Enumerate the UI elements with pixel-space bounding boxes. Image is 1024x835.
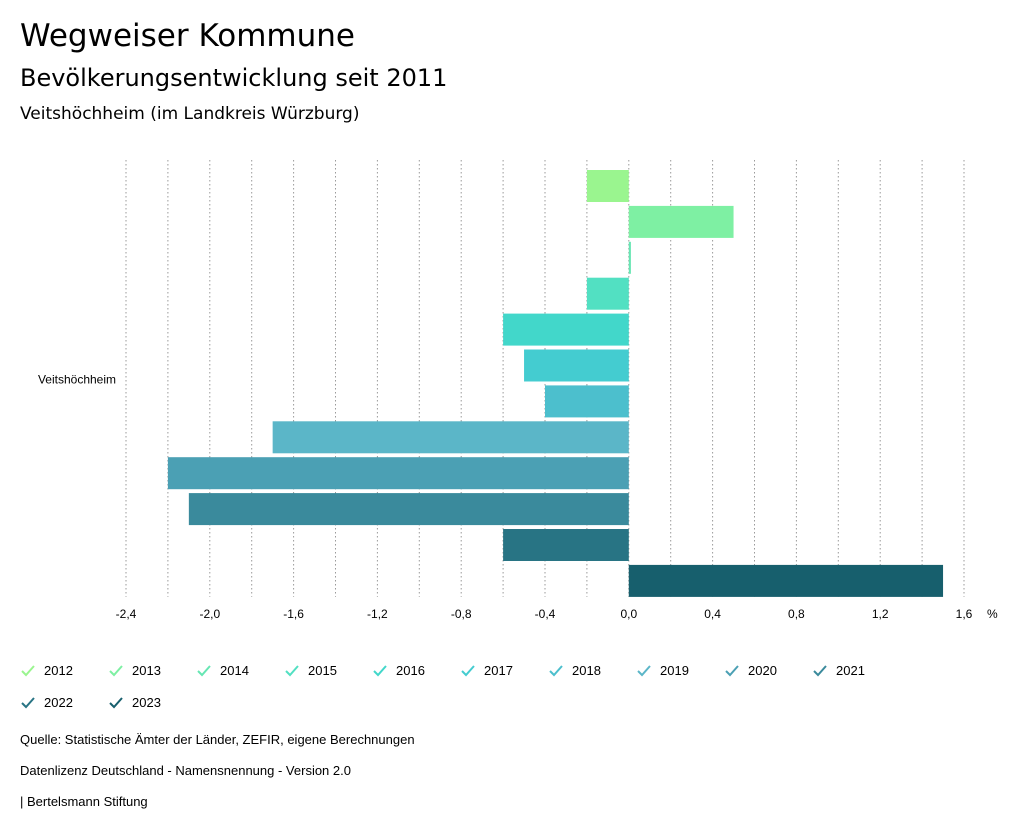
x-unit-label: % [987,607,998,621]
legend-item-2016[interactable]: 2016 [372,658,425,682]
check-icon [109,697,123,709]
bar-2015 [586,277,629,310]
check-icon [197,665,211,677]
legend-label: 2023 [132,694,161,710]
credit-note: | Bertelsmann Stiftung [20,794,148,809]
legend-item-2012[interactable]: 2012 [20,658,73,682]
legend-item-2021[interactable]: 2021 [812,658,865,682]
x-tick-label: -0,8 [451,607,472,621]
legend-item-2015[interactable]: 2015 [284,658,337,682]
x-tick-label: -2,0 [199,607,220,621]
bar-2023 [628,564,944,597]
source-note: Quelle: Statistische Ämter der Länder, Z… [20,732,415,747]
bar-2022 [503,529,629,561]
bar-2017 [524,349,629,382]
x-tick-label: 1,2 [872,607,889,621]
legend-item-2018[interactable]: 2018 [548,658,601,682]
legend-item-2013[interactable]: 2013 [108,658,161,682]
legend-label: 2012 [44,662,73,678]
page-title: Wegweiser Kommune [20,18,355,54]
legend-label: 2021 [836,662,865,678]
chart-subtitle: Bevölkerungsentwicklung seit 2011 [20,64,448,92]
legend-item-2017[interactable]: 2017 [460,658,513,682]
x-tick-label: 0,8 [788,607,805,621]
check-icon [549,665,563,677]
check-icon [21,665,35,677]
bar-2019 [272,421,629,454]
legend-item-2020[interactable]: 2020 [724,658,777,682]
legend-label: 2017 [484,662,513,678]
bar-2012 [586,170,629,202]
legend-item-2023[interactable]: 2023 [108,690,161,714]
legend-label: 2022 [44,694,73,710]
check-icon [109,665,123,677]
check-icon [285,665,299,677]
check-icon [461,665,475,677]
legend-item-2022[interactable]: 2022 [20,690,73,714]
check-icon [813,665,827,677]
bar-2020 [167,457,629,490]
x-tick-label: -1,2 [367,607,388,621]
legend-label: 2014 [220,662,249,678]
legend-label: 2013 [132,662,161,678]
legend-item-2019[interactable]: 2019 [636,658,689,682]
legend-label: 2020 [748,662,777,678]
category-label: Veitshöchheim [38,372,116,386]
legend-item-2014[interactable]: 2014 [196,658,249,682]
x-tick-label: 0,0 [620,607,637,621]
place-label: Veitshöchheim (im Landkreis Würzburg) [20,104,360,124]
x-tick-label: 0,4 [704,607,721,621]
x-tick-label: 1,6 [956,607,973,621]
bar-2021 [188,493,629,526]
bar-chart: -2,4 -2,0 -1,6 -1,2 -0,8 -0,4 0,0 0,4 0,8 1,2 1,6%… [38,160,998,621]
license-note: Datenlizenz Deutschland - Namensnennung … [20,763,351,778]
check-icon [725,665,739,677]
legend-label: 2019 [660,662,689,678]
bar-2014 [628,241,631,274]
check-icon [637,665,651,677]
x-tick-label: -0,4 [535,607,556,621]
bar-2013 [628,205,734,238]
legend-label: 2015 [308,662,337,678]
x-tick-label: -2,4 [116,607,137,621]
legend-label: 2018 [572,662,601,678]
bar-2016 [503,313,629,346]
check-icon [21,697,35,709]
legend-label: 2016 [396,662,425,678]
bar-2018 [545,385,629,418]
x-tick-label: -1,6 [283,607,304,621]
check-icon [373,665,387,677]
